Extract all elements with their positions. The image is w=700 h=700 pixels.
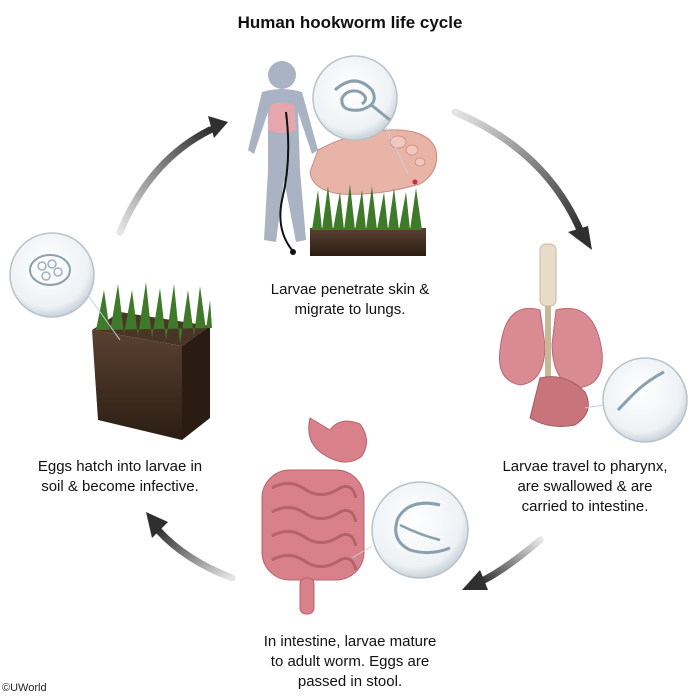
copyright-credit: ©UWorld bbox=[2, 682, 47, 694]
stage-caption-soil: Eggs hatch into larvae in soil & become … bbox=[20, 457, 220, 497]
human-silhouette bbox=[248, 61, 318, 255]
caption-line: Larvae travel to pharynx, bbox=[502, 458, 668, 475]
caption-line: carried to intestine. bbox=[521, 498, 649, 515]
caption-line: migrate to lungs. bbox=[294, 301, 406, 318]
caption-line: soil & become infective. bbox=[41, 478, 199, 495]
caption-line: passed in stool. bbox=[297, 673, 403, 690]
caption-line: to adult worm. Eggs are bbox=[270, 653, 430, 670]
cycle-arrow-bottom-left bbox=[146, 512, 236, 582]
egg-inset-bubble-left bbox=[9, 232, 121, 341]
diagram-title: Human hookworm life cycle bbox=[237, 13, 463, 32]
stage-caption-intestine: In intestine, larvae mature to adult wor… bbox=[225, 632, 475, 692]
stage-caption-pharynx: Larvae travel to pharynx, are swallowed … bbox=[475, 457, 695, 517]
larva-inset-bubble-right bbox=[584, 357, 688, 443]
cycle-arrow-top-left bbox=[116, 116, 228, 236]
foot-illustration bbox=[309, 129, 438, 195]
cycle-arrow-bottom-right bbox=[462, 536, 544, 590]
worm-inset-bubble-bottom bbox=[351, 481, 469, 579]
caption-line: Eggs hatch into larvae in bbox=[37, 458, 203, 475]
digestive-tract-illustration bbox=[261, 417, 367, 615]
caption-line: Larvae penetrate skin & bbox=[270, 281, 430, 298]
cycle-arrow-top-right bbox=[451, 108, 592, 250]
caption-line: are swallowed & are bbox=[517, 478, 653, 495]
stage-caption-lungs: Larvae penetrate skin & migrate to lungs… bbox=[235, 280, 465, 320]
grass-patch-top bbox=[310, 184, 426, 256]
soil-block-illustration bbox=[92, 282, 212, 440]
larva-inset-bubble-top bbox=[312, 55, 409, 175]
respiratory-tract-illustration bbox=[498, 243, 603, 427]
caption-line: In intestine, larvae mature bbox=[263, 633, 437, 650]
